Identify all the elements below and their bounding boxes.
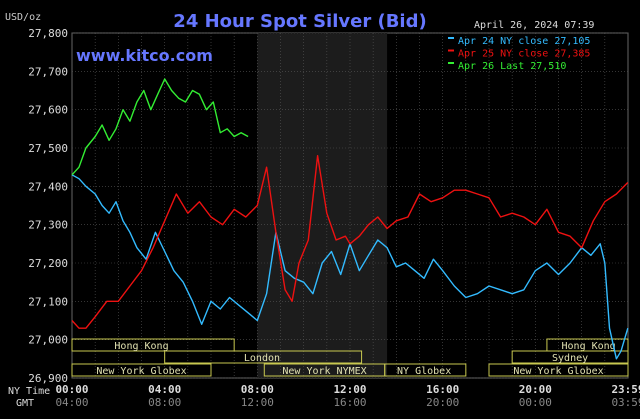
- x-tick-label-ny: 08:00: [241, 383, 274, 396]
- x-tick-label-gmt: 12:00: [241, 396, 274, 409]
- session-bar: [488, 363, 629, 377]
- y-tick-label: 27,300: [28, 219, 68, 232]
- x-tick-label-ny: 23:59: [611, 383, 640, 396]
- x-tick-label-ny: 12:00: [333, 383, 366, 396]
- x-tick-label-gmt: 08:00: [148, 396, 181, 409]
- session-label: Sydney: [552, 353, 588, 364]
- session-label: Hong Kong: [114, 341, 168, 352]
- y-tick-label: 27,800: [28, 27, 68, 40]
- series-layer: [71, 78, 629, 360]
- x-tick-label-ny: 04:00: [148, 383, 181, 396]
- y-tick-label: 27,500: [28, 142, 68, 155]
- session-label: New York Globex: [96, 366, 186, 377]
- chart-date: April 26, 2024 07:39: [474, 20, 594, 31]
- legend-entry: Apr 25 NY close 27,385: [458, 49, 590, 60]
- session-bar: [384, 363, 467, 377]
- nymex-session-shading: [257, 33, 388, 378]
- y-axis-ticks: 26,900 27,000 27,100 27,200 27,300 27,400 27,5…: [28, 27, 68, 385]
- legend-swatch: [448, 62, 454, 64]
- legend: Apr 24 NY close 27,105 Apr 25 NY close 27…: [448, 36, 590, 72]
- series-line-apr-25: [71, 154, 629, 329]
- y-tick-label: 27,400: [28, 180, 68, 193]
- x-tick-label-ny: 00:00: [55, 383, 88, 396]
- x-tick-label-gmt: 04:00: [55, 396, 88, 409]
- session-label: Hong Kong: [562, 341, 616, 352]
- y-axis-unit: USD/oz: [5, 12, 41, 23]
- chart-title: 24 Hour Spot Silver (Bid): [173, 11, 426, 32]
- x-tick-label-ny: 16:00: [426, 383, 459, 396]
- session-bar: [71, 338, 235, 352]
- session-label: New York Globex: [513, 366, 603, 377]
- y-tick-label: 27,100: [28, 295, 68, 308]
- x-tick-label-gmt: 00:00: [519, 396, 552, 409]
- x-tick-label-gmt: 16:00: [333, 396, 366, 409]
- plot-area: [71, 32, 629, 379]
- session-label: London: [244, 353, 280, 364]
- watermark-text: www.kitco.com: [76, 46, 213, 65]
- y-tick-label: 27,700: [28, 65, 68, 78]
- session-label: New York NYMEX: [282, 366, 366, 377]
- x-tick-label-gmt: 03:59: [611, 396, 640, 409]
- session-bar: [511, 350, 629, 364]
- series-line-apr-24: [71, 174, 629, 360]
- x-axis-label-gmt: GMT: [16, 398, 34, 409]
- x-tick-label-gmt: 20:00: [426, 396, 459, 409]
- y-tick-label: 27,200: [28, 257, 68, 270]
- y-tick-label: 27,600: [28, 104, 68, 117]
- market-sessions: Hong Kong London New York Globex New York N…: [71, 338, 629, 377]
- legend-swatch: [448, 49, 454, 52]
- x-axis-ticks: 00:0004:0008:0012:0016:0020:0023:5904:00…: [55, 383, 640, 409]
- series-line-apr-26: [71, 78, 249, 176]
- legend-swatch: [448, 37, 454, 39]
- y-tick-label: 27,000: [28, 334, 68, 347]
- session-bar: [71, 363, 212, 377]
- y-tick-label: 26,900: [28, 372, 68, 385]
- session-bar: [164, 350, 363, 364]
- x-tick-label-ny: 20:00: [519, 383, 552, 396]
- legend-entry: Apr 26 Last 27,510: [458, 61, 566, 72]
- session-label: NY Globex: [397, 366, 451, 377]
- x-axis-label-ny: NY Time: [8, 386, 50, 397]
- legend-entry: Apr 24 NY close 27,105: [458, 36, 590, 47]
